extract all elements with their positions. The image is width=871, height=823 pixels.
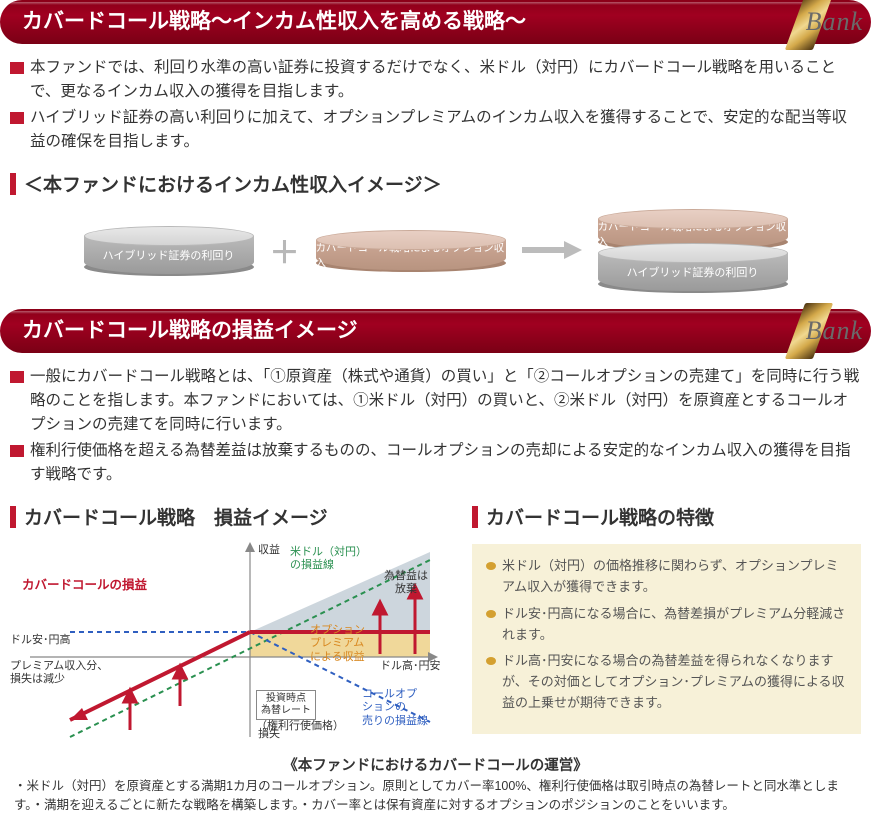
dot-bullet-icon	[486, 610, 496, 618]
coin-stack: カバードコール戦略によるオプション収入 ハイブリッド証券の利回り	[598, 209, 788, 291]
coin-stack-bottom: ハイブリッド証券の利回り	[598, 243, 788, 291]
bullet-text: ハイブリッド証券の高い利回りに加えて、オプションプレミアムのインカム収入を獲得す…	[30, 106, 861, 154]
bullet-item: ハイブリッド証券の高い利回りに加えて、オプションプレミアムのインカム収入を獲得す…	[10, 106, 861, 154]
square-bullet-icon	[10, 112, 24, 124]
operations-body: ・米ドル（対円）を原資産とする満期1カ月のコールオプション。原則としてカバー率1…	[0, 775, 871, 823]
banner-title: カバードコール戦略～インカム性収入を高める戦略～	[0, 0, 871, 44]
section-heading-income-image: ＜本ファンドにおけるインカム性収入イメージ＞	[0, 170, 871, 205]
banner-covered-call-strategy: Bank カバードコール戦略～インカム性収入を高める戦略～	[0, 0, 871, 44]
bullet-text: 本ファンドでは、利回り水準の高い証券に投資するだけでなく、米ドル（対円）にカバー…	[30, 56, 861, 104]
section-heading-features: カバードコール戦略の特徴	[472, 503, 861, 538]
label-covered-call-pl: カバードコールの損益	[22, 578, 147, 593]
bullet-item: 本ファンドでは、利回り水準の高い証券に投資するだけでなく、米ドル（対円）にカバー…	[10, 56, 861, 104]
dot-bullet-icon	[486, 562, 496, 570]
bullet-item: 一般にカバードコール戦略とは、「①原資産（株式や通貨）の買い」と「②コールオプシ…	[10, 365, 861, 437]
feature-item: ドル高･円安になる場合の為替差益を得られなくなりますが、その対価としてオプション…	[486, 651, 847, 713]
label-premium-left: プレミアム収入分、 損失は減少	[10, 660, 108, 686]
label-option-premium: オプション プレミアム による収益	[310, 624, 365, 664]
bullet-list-2: 一般にカバードコール戦略とは、「①原資産（株式や通貨）の買い」と「②コールオプシ…	[0, 365, 871, 503]
plus-icon: ＋	[270, 228, 300, 272]
section-heading-chart: カバードコール戦略 損益イメージ	[10, 503, 456, 538]
section-heading-text: ＜本ファンドにおけるインカム性収入イメージ＞	[24, 170, 442, 197]
income-diagram: ハイブリッド証券の利回り ＋ カバードコール戦略によるオプション収入 カバードコ…	[0, 205, 871, 309]
feature-text: ドル安･円高になる場合に、為替差損がプレミアム分軽減されます。	[502, 604, 847, 646]
features-box: 米ドル（対円）の価格推移に関わらず、オプションプレミアム収入が獲得できます。 ド…	[472, 544, 861, 734]
two-column-layout: カバードコール戦略 損益イメージ	[0, 503, 871, 742]
feature-item: 米ドル（対円）の価格推移に関わらず、オプションプレミアム収入が獲得できます。	[486, 556, 847, 598]
label-x-left: ドル安･円高	[10, 634, 71, 647]
column-left: カバードコール戦略 損益イメージ	[10, 503, 456, 742]
label-strike-price: （権利行使価格）	[256, 720, 344, 733]
square-bullet-icon	[10, 62, 24, 74]
arrow-right-icon	[522, 243, 582, 257]
square-bullet-icon	[10, 371, 24, 383]
label-underlying-pl: 米ドル（対円） の損益線	[290, 546, 367, 572]
bullet-text: 一般にカバードコール戦略とは、「①原資産（株式や通貨）の買い」と「②コールオプシ…	[30, 365, 861, 437]
bullet-list-1: 本ファンドでは、利回り水準の高い証券に投資するだけでなく、米ドル（対円）にカバー…	[0, 56, 871, 170]
red-bar-icon	[472, 506, 478, 528]
coin-hybrid-yield: ハイブリッド証券の利回り	[84, 226, 254, 274]
operations-title: 《本ファンドにおけるカバードコールの運営》	[0, 754, 871, 775]
profit-loss-chart: カバードコールの損益 収益 損失 ドル安･円高 ドル高･円安 米ドル（対円） の…	[10, 542, 440, 742]
label-fx-gain-forgone: 為替益は 放棄	[384, 570, 428, 596]
feature-text: ドル高･円安になる場合の為替差益を得られなくなりますが、その対価としてオプション…	[502, 651, 847, 713]
label-x-right: ドル高･円安	[380, 660, 441, 673]
banner-title: カバードコール戦略の損益イメージ	[0, 309, 871, 353]
red-bar-icon	[10, 506, 16, 528]
banner-profit-loss-image: Bank カバードコール戦略の損益イメージ	[0, 309, 871, 353]
red-bar-icon	[10, 173, 16, 195]
label-y-top: 収益	[258, 544, 280, 557]
section-heading-text: カバードコール戦略の特徴	[486, 503, 714, 530]
square-bullet-icon	[10, 445, 24, 457]
bullet-text: 権利行使価格を超える為替差益は放棄するものの、コールオプションの売却による安定的…	[30, 439, 861, 487]
bullet-item: 権利行使価格を超える為替差益は放棄するものの、コールオプションの売却による安定的…	[10, 439, 861, 487]
coin-label: ハイブリッド証券の利回り	[627, 264, 759, 280]
label-short-call-pl: コールオプ ションの 売りの損益線	[362, 688, 428, 728]
feature-item: ドル安･円高になる場合に、為替差損がプレミアム分軽減されます。	[486, 604, 847, 646]
coin-label: ハイブリッド証券の利回り	[103, 247, 235, 263]
coin-option-income: カバードコール戦略によるオプション収入	[316, 230, 506, 270]
feature-text: 米ドル（対円）の価格推移に関わらず、オプションプレミアム収入が獲得できます。	[502, 556, 847, 598]
section-heading-text: カバードコール戦略 損益イメージ	[24, 503, 328, 530]
column-right: カバードコール戦略の特徴 米ドル（対円）の価格推移に関わらず、オプションプレミア…	[472, 503, 861, 742]
label-invest-fx-rate: 投資時点 為替レート	[256, 690, 316, 720]
dot-bullet-icon	[486, 657, 496, 665]
